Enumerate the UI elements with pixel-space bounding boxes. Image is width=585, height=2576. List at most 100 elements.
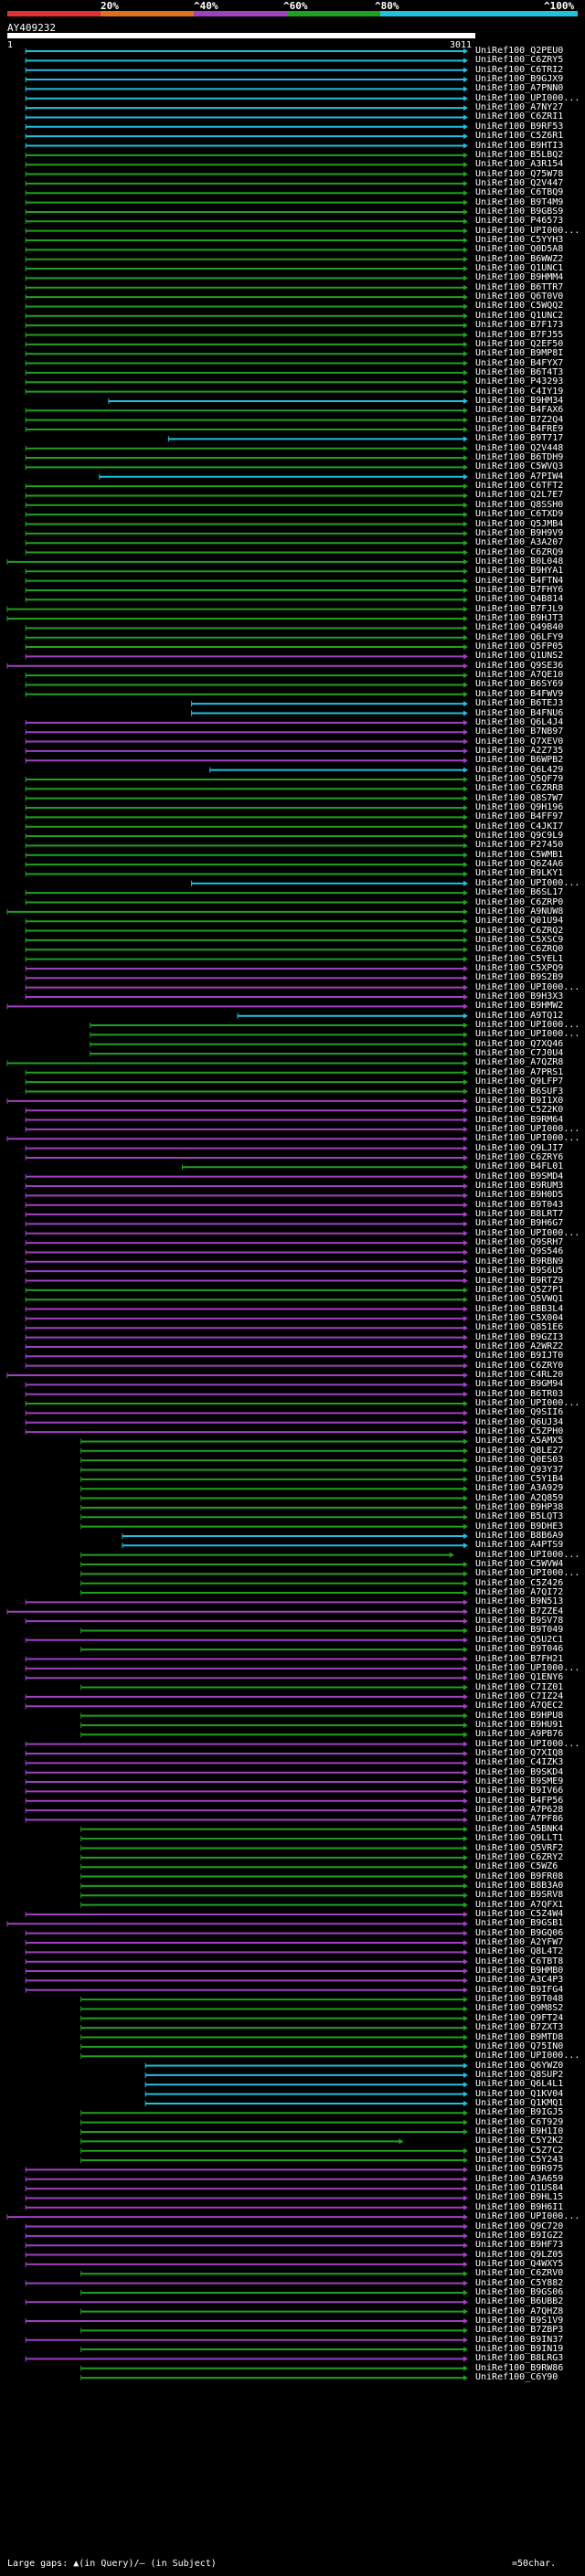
hit-label[interactable]: UniRef100_C6TBQ9 [475, 187, 564, 198]
hit-label[interactable]: UniRef100_Q9M8S2 [475, 2003, 564, 2014]
hit-label[interactable]: UniRef100_B9RBN9 [475, 1256, 564, 1267]
hit-label[interactable]: UniRef100_A7NY27 [475, 102, 564, 113]
hit-label[interactable]: UniRef100_B9IV66 [475, 1786, 564, 1797]
hit-label[interactable]: UniRef100_C5Z4W4 [475, 1908, 564, 1919]
hit-label[interactable]: UniRef100_Q9SE36 [475, 660, 564, 671]
hit-label[interactable]: UniRef100_B9HJT3 [475, 613, 564, 623]
hit-label[interactable]: UniRef100_C7IZ24 [475, 1691, 564, 1701]
hit-label[interactable]: UniRef100_B6SUF3 [475, 1086, 564, 1097]
hit-label[interactable]: UniRef100_B9S1V9 [475, 2316, 564, 2326]
hit-label[interactable]: UniRef100_UPI000... [475, 225, 580, 236]
hit-label[interactable]: UniRef100_B9I1X0 [475, 1095, 564, 1106]
hit-label[interactable]: UniRef100_B7FJL9 [475, 603, 564, 614]
hit-label[interactable]: UniRef100_A3A659 [475, 2173, 564, 2184]
hit-label[interactable]: UniRef100_B9N513 [475, 1596, 564, 1607]
hit-label[interactable]: UniRef100_B9HMM4 [475, 272, 564, 283]
hit-label[interactable]: UniRef100_B9IN37 [475, 2334, 564, 2345]
hit-label[interactable]: UniRef100_B9SRV8 [475, 1890, 564, 1901]
hit-label[interactable]: UniRef100_C6ZRQ2 [475, 925, 564, 936]
hit-label[interactable]: UniRef100_C5Z7C2 [475, 2145, 564, 2156]
hit-label[interactable]: UniRef100_C5XSC9 [475, 934, 564, 945]
hit-label[interactable]: UniRef100_Q6LFY9 [475, 631, 564, 642]
hit-label[interactable]: UniRef100_C6ZRQ0 [475, 944, 564, 955]
hit-label[interactable]: UniRef100_Q8LE27 [475, 1445, 564, 1456]
hit-label[interactable]: UniRef100_A9NUW8 [475, 906, 564, 917]
hit-label[interactable]: UniRef100_B9H1I0 [475, 2126, 564, 2136]
hit-label[interactable]: UniRef100_Q5QF79 [475, 773, 564, 784]
hit-label[interactable]: UniRef100_B9MP8I [475, 348, 564, 359]
hit-label[interactable]: UniRef100_C5Z2K0 [475, 1105, 564, 1116]
hit-label[interactable]: UniRef100_B9H0D5 [475, 1190, 564, 1201]
hit-label[interactable]: UniRef100_P46573 [475, 216, 564, 227]
hit-label[interactable]: UniRef100_A3A207 [475, 537, 564, 548]
hit-label[interactable]: UniRef100_B6SL17 [475, 887, 564, 898]
hit-label[interactable]: UniRef100_C4IY19 [475, 386, 564, 397]
hit-label[interactable]: UniRef100_A3R154 [475, 159, 564, 170]
hit-label[interactable]: UniRef100_B9RTZ9 [475, 1275, 564, 1286]
hit-label[interactable]: UniRef100_B9T4M9 [475, 196, 564, 207]
hit-label[interactable]: UniRef100_C5YEL1 [475, 953, 564, 964]
hit-label[interactable]: UniRef100_B9HU91 [475, 1719, 564, 1730]
hit-label[interactable]: UniRef100_UPI000... [475, 92, 580, 103]
hit-label[interactable]: UniRef100_UPI000... [475, 1020, 580, 1031]
hit-label[interactable]: UniRef100_B4FYX7 [475, 357, 564, 368]
hit-label[interactable]: UniRef100_Q75IN0 [475, 2041, 564, 2051]
hit-label[interactable]: UniRef100_B9GQ06 [475, 1927, 564, 1938]
hit-label[interactable]: UniRef100_C5WZ6 [475, 1861, 558, 1872]
hit-label[interactable]: UniRef100_A7P628 [475, 1805, 564, 1816]
hit-label[interactable]: UniRef100_C5WMB1 [475, 849, 564, 860]
hit-label[interactable]: UniRef100_B9T043 [475, 1199, 564, 1210]
hit-label[interactable]: UniRef100_A7QZR8 [475, 1057, 564, 1068]
hit-label[interactable]: UniRef100_Q5U2C1 [475, 1634, 564, 1645]
hit-label[interactable]: UniRef100_B9SKD4 [475, 1766, 564, 1777]
hit-label[interactable]: UniRef100_A7QHZ8 [475, 2306, 564, 2316]
hit-label[interactable]: UniRef100_B6TR03 [475, 1388, 564, 1399]
hit-label[interactable]: UniRef100_C6Y90 [475, 2372, 558, 2383]
hit-label[interactable]: UniRef100_Q1UNC1 [475, 263, 564, 274]
hit-label[interactable]: UniRef100_Q8L4T2 [475, 1946, 564, 1957]
hit-label[interactable]: UniRef100_C6ZRQ9 [475, 546, 564, 557]
hit-label[interactable]: UniRef100_C6ZRY6 [475, 1151, 564, 1162]
hit-label[interactable]: UniRef100_B6WPB2 [475, 755, 564, 766]
hit-label[interactable]: UniRef100_B9HM34 [475, 395, 564, 406]
hit-label[interactable]: UniRef100_B4FAX6 [475, 405, 564, 416]
hit-label[interactable]: UniRef100_C6ZRR8 [475, 783, 564, 794]
hit-label[interactable]: UniRef100_B7Z2Q4 [475, 414, 564, 425]
hit-label[interactable]: UniRef100_B9IJT0 [475, 1351, 564, 1362]
hit-label[interactable]: UniRef100_UPI000... [475, 2211, 580, 2222]
hit-label[interactable]: UniRef100_B9HPU8 [475, 1710, 564, 1721]
hit-label[interactable]: UniRef100_B8B6A9 [475, 1530, 564, 1541]
hit-label[interactable]: UniRef100_Q9C720 [475, 2221, 564, 2231]
hit-label[interactable]: UniRef100_Q8S7W7 [475, 792, 564, 803]
hit-label[interactable]: UniRef100_UPI000... [475, 1549, 580, 1560]
hit-label[interactable]: UniRef100_Q0D5A8 [475, 244, 564, 255]
hit-label[interactable]: UniRef100_Q6L429 [475, 764, 564, 775]
hit-label[interactable]: UniRef100_UPI000... [475, 981, 580, 992]
hit-label[interactable]: UniRef100_Q6L4L1 [475, 2079, 564, 2090]
hit-label[interactable]: UniRef100_B9RF53 [475, 121, 564, 132]
hit-label[interactable]: UniRef100_B9IGZ2 [475, 2230, 564, 2241]
hit-label[interactable]: UniRef100_Q9S546 [475, 1246, 564, 1257]
hit-label[interactable]: UniRef100_Q0ES03 [475, 1455, 564, 1466]
hit-label[interactable]: UniRef100_Q01U94 [475, 916, 564, 927]
hit-label[interactable]: UniRef100_B0L048 [475, 556, 564, 567]
hit-label[interactable]: UniRef100_C5ZPH0 [475, 1426, 564, 1437]
hit-label[interactable]: UniRef100_A4PTS9 [475, 1540, 564, 1551]
hit-label[interactable]: UniRef100_A2Q859 [475, 1492, 564, 1503]
hit-label[interactable]: UniRef100_B9RM64 [475, 1114, 564, 1125]
hit-label[interactable]: UniRef100_Q6L4J4 [475, 716, 564, 727]
hit-label[interactable]: UniRef100_C6TBT8 [475, 1956, 564, 1966]
hit-label[interactable]: UniRef100_Q5JMB4 [475, 518, 564, 529]
hit-label[interactable]: UniRef100_Q6T0V0 [475, 292, 564, 302]
hit-label[interactable]: UniRef100_B9T717 [475, 433, 564, 444]
hit-label[interactable]: UniRef100_B9HTI3 [475, 140, 564, 151]
hit-label[interactable]: UniRef100_B9HYA1 [475, 566, 564, 577]
hit-label[interactable]: UniRef100_C6TFT2 [475, 481, 564, 492]
hit-label[interactable]: UniRef100_Q9SRH7 [475, 1237, 564, 1248]
hit-label[interactable]: UniRef100_C6ZRP0 [475, 896, 564, 907]
hit-label[interactable]: UniRef100_Q2V447 [475, 177, 564, 188]
hit-label[interactable]: UniRef100_B9H9V9 [475, 527, 564, 538]
hit-label[interactable]: UniRef100_Q7XQ46 [475, 1038, 564, 1049]
hit-label[interactable]: UniRef100_B6TEJ3 [475, 698, 564, 709]
hit-label[interactable]: UniRef100_Q9SII6 [475, 1407, 564, 1418]
